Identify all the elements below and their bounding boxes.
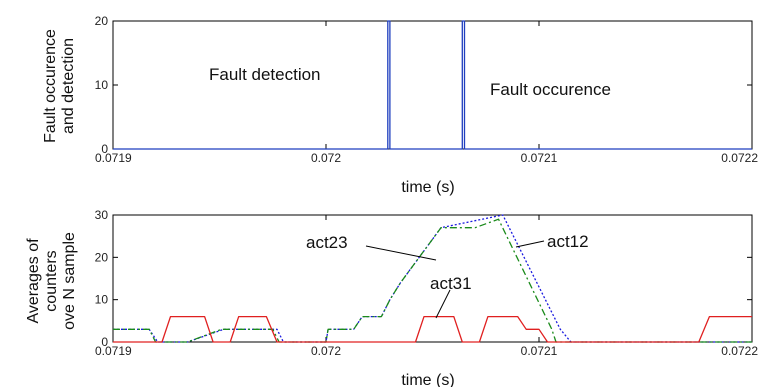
y-tick-label: 20 — [95, 14, 109, 28]
counters-chart: 0 10 20 30 0.0719 0.072 0.0721 0.0722 act23 ac… — [25, 208, 758, 387]
y-tick-label: 20 — [95, 250, 109, 264]
counters-y-axis-label-line3: ove N sample — [61, 232, 78, 330]
fault-series-line — [113, 20, 752, 150]
act12-annotation: act12 — [547, 232, 589, 251]
fault-chart: 0 10 20 0.0719 0.072 0.0721 0.0722 Fault dete… — [42, 14, 758, 196]
y-tick-label: 30 — [95, 208, 109, 222]
fault-y-ticks: 0 10 20 — [95, 14, 752, 156]
act31-series-line — [113, 315, 752, 343]
y-tick-label: 10 — [95, 293, 109, 307]
counters-y-axis-label-line2: counters — [43, 250, 60, 311]
fault-occurence-annotation: Fault occurence — [490, 80, 611, 99]
x-tick-label: 0.0722 — [721, 344, 758, 358]
fault-plot-area — [112, 20, 753, 150]
act23-annotation: act23 — [306, 233, 348, 252]
fault-detection-annotation: Fault detection — [209, 65, 321, 84]
counters-x-ticks: 0.0719 0.072 0.0721 0.0722 — [95, 215, 758, 358]
x-tick-label: 0.0719 — [95, 344, 132, 358]
fault-y-axis-label-line2: and detection — [60, 38, 77, 134]
act31-annotation: act31 — [430, 274, 472, 293]
counters-x-axis-label: time (s) — [401, 372, 454, 387]
act12-leader-line — [515, 240, 545, 248]
x-tick-label: 0.0721 — [521, 344, 558, 358]
counters-series — [113, 214, 752, 343]
act23-leader-line — [365, 245, 437, 261]
act31-leader-line — [435, 289, 451, 319]
counters-plot-area — [112, 214, 753, 343]
x-tick-label: 0.0722 — [721, 151, 758, 165]
y-tick-label: 0 — [101, 142, 108, 156]
x-tick-label: 0.072 — [311, 151, 341, 165]
x-tick-label: 0.072 — [311, 344, 341, 358]
fault-x-ticks: 0.0719 0.072 0.0721 0.0722 — [95, 21, 758, 165]
x-tick-label: 0.0719 — [95, 151, 132, 165]
y-tick-label: 0 — [101, 335, 108, 349]
y-tick-label: 10 — [95, 78, 109, 92]
fault-x-axis-label: time (s) — [401, 179, 454, 196]
x-tick-label: 0.0721 — [521, 151, 558, 165]
counters-y-axis-label-line1: Averages of — [25, 238, 42, 324]
fault-series — [113, 20, 752, 150]
fault-y-axis-label-line1: Fault occurence — [42, 29, 59, 143]
